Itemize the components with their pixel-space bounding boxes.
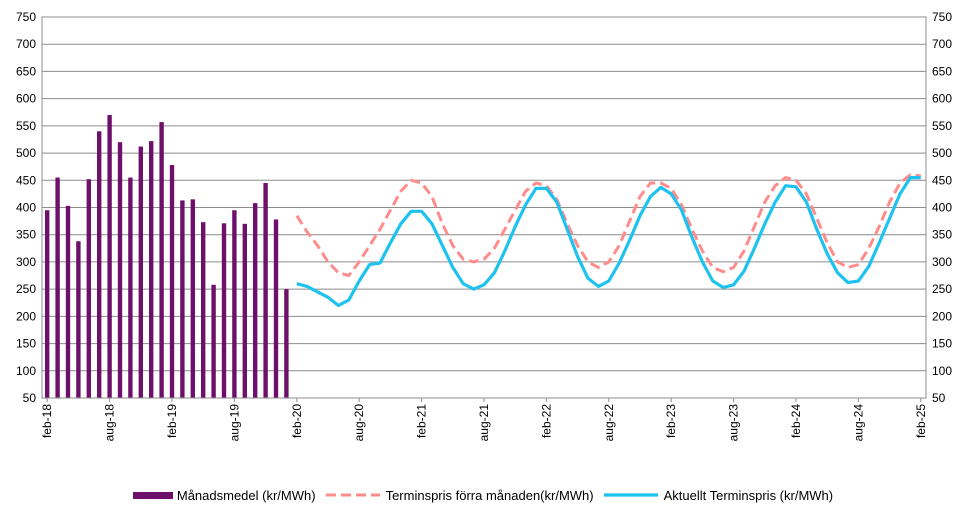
axes: 50 50 100 100 150 150 200 200 250 250 300 300 350 350… <box>16 10 952 441</box>
bar <box>128 177 133 398</box>
bar <box>55 177 60 398</box>
bar <box>97 131 102 399</box>
bar <box>159 122 164 398</box>
bar <box>190 199 195 398</box>
bar <box>232 210 237 398</box>
bar <box>76 241 81 398</box>
y-tick-label-right: 100 <box>932 364 952 378</box>
legend-item-terminspris-forra: Terminspris förra månaden(kr/MWh) <box>324 488 594 503</box>
y-tick-label-right: 250 <box>932 282 952 296</box>
y-tick-label-left: 300 <box>16 255 36 269</box>
legend-item-aktuellt-terminspris: Aktuellt Terminspris (kr/MWh) <box>602 487 834 503</box>
y-tick-label-left: 250 <box>16 282 36 296</box>
y-tick-label-right: 350 <box>932 228 952 242</box>
x-tick-label: aug-19 <box>227 404 241 442</box>
bar <box>180 200 185 398</box>
y-tick-label-right: 750 <box>932 10 952 24</box>
y-tick-label-right: 450 <box>932 173 952 187</box>
y-tick-label-left: 150 <box>16 337 36 351</box>
y-tick-label-left: 500 <box>16 146 36 160</box>
x-tick-label: aug-20 <box>352 404 366 442</box>
gridlines <box>42 16 926 399</box>
bar <box>107 114 112 398</box>
bar <box>221 223 227 398</box>
y-tick-label-right: 600 <box>932 92 952 106</box>
bar <box>65 205 71 398</box>
legend-swatch-solid-line <box>603 493 658 497</box>
y-tick-label-left: 450 <box>16 173 36 187</box>
bar <box>211 284 216 398</box>
legend: Månadsmedel (kr/MWh) Terminspris förra m… <box>0 484 966 506</box>
bar <box>169 165 175 398</box>
y-tick-label-right: 50 <box>932 391 946 405</box>
y-tick-label-right: 400 <box>932 201 952 215</box>
y-tick-label-left: 50 <box>23 391 37 405</box>
y-tick-label-left: 600 <box>16 92 36 106</box>
y-tick-label-right: 200 <box>932 309 952 323</box>
bar <box>138 146 143 398</box>
y-tick-label-right: 550 <box>932 119 952 133</box>
y-tick-label-left: 650 <box>16 64 36 78</box>
bar <box>149 141 154 398</box>
y-tick-label-left: 700 <box>16 37 36 51</box>
bar <box>263 183 268 398</box>
x-tick-label: aug-24 <box>851 404 865 442</box>
bar <box>117 142 123 398</box>
legend-swatch-bar <box>132 491 173 499</box>
legend-label: Månadsmedel (kr/MWh) <box>176 487 316 503</box>
x-tick-label: feb-20 <box>290 404 304 438</box>
x-tick-label: feb-25 <box>914 404 928 438</box>
y-tick-label-right: 700 <box>932 37 952 51</box>
bar <box>45 210 50 398</box>
y-tick-label-left: 350 <box>16 228 36 242</box>
bar <box>273 219 279 398</box>
y-tick-label-left: 750 <box>16 10 36 24</box>
x-tick-label: aug-21 <box>477 404 491 442</box>
bar <box>242 223 247 398</box>
legend-swatch-dashed-line <box>325 493 380 497</box>
x-tick-label: feb-19 <box>165 404 179 438</box>
bar <box>253 203 258 398</box>
legend-item-manadsmedel: Månadsmedel (kr/MWh) <box>132 487 316 503</box>
bar <box>284 289 289 398</box>
x-tick-label: feb-24 <box>789 404 803 438</box>
y-tick-label-right: 650 <box>932 64 952 78</box>
x-tick-label: aug-22 <box>602 404 616 442</box>
y-tick-label-right: 150 <box>932 337 952 351</box>
x-tick-label: feb-18 <box>40 404 54 438</box>
y-tick-label-right: 500 <box>932 146 952 160</box>
y-tick-label-left: 100 <box>16 364 36 378</box>
x-tick-label: feb-23 <box>664 404 678 438</box>
series-line-aktuellt-terminspris <box>296 176 921 308</box>
x-tick-label: aug-23 <box>727 404 741 442</box>
legend-label: Terminspris förra månaden(kr/MWh) <box>385 487 594 503</box>
bar <box>201 222 206 398</box>
x-tick-label: feb-22 <box>539 404 553 438</box>
bar <box>86 179 91 398</box>
x-tick-label: feb-21 <box>415 404 429 438</box>
legend-label: Aktuellt Terminspris (kr/MWh) <box>663 487 834 503</box>
series-line-terminspris-forra <box>295 173 921 277</box>
line-series <box>295 173 921 308</box>
y-tick-label-left: 200 <box>16 309 36 323</box>
x-tick-label: aug-18 <box>103 404 117 442</box>
y-tick-label-left: 550 <box>16 119 36 133</box>
y-tick-label-right: 300 <box>932 255 952 269</box>
y-tick-label-left: 400 <box>16 201 36 215</box>
bar-series <box>45 114 289 399</box>
